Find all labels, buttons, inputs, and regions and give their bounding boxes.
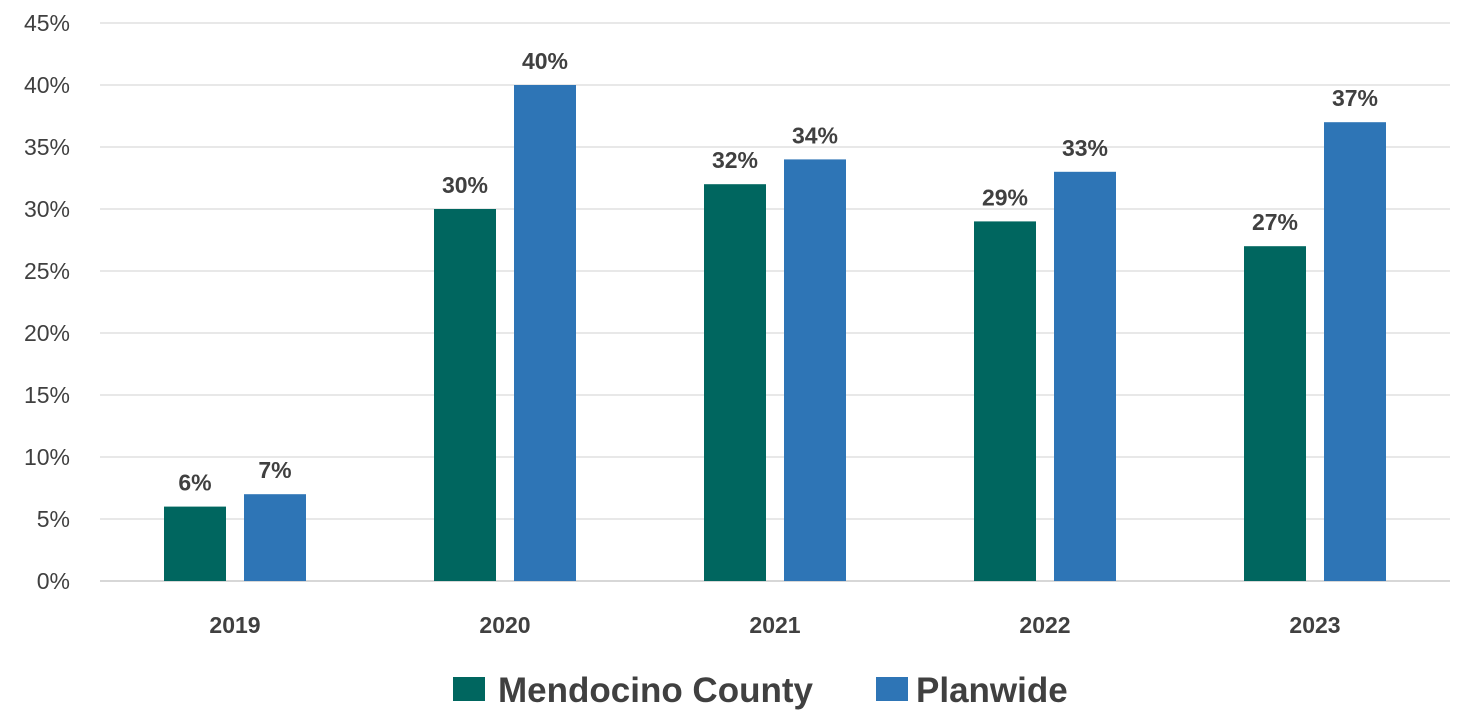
x-tick-label: 2023 bbox=[1289, 612, 1340, 638]
y-tick-label: 25% bbox=[24, 258, 70, 284]
y-tick-label: 30% bbox=[24, 196, 70, 222]
legend-label: Mendocino County bbox=[498, 671, 814, 710]
y-tick-label: 0% bbox=[37, 568, 70, 594]
data-label: 32% bbox=[712, 147, 758, 173]
bar-planwide-2020 bbox=[514, 85, 576, 581]
x-tick-label: 2022 bbox=[1019, 612, 1070, 638]
data-label: 7% bbox=[258, 457, 291, 483]
legend-swatch-mendocino-county bbox=[453, 677, 485, 701]
data-label: 6% bbox=[178, 470, 211, 496]
data-labels: 6% 7% 30% 40% 32% 34% 29% 33% 27% 37% bbox=[178, 48, 1378, 496]
x-axis-ticks: 2019 2020 2021 2022 2023 bbox=[209, 612, 1340, 638]
bar-mendocino-county-2021 bbox=[704, 184, 766, 581]
data-label: 33% bbox=[1062, 135, 1108, 161]
data-label: 37% bbox=[1332, 85, 1378, 111]
y-axis-ticks: 0% 5% 10% 15% 20% 25% 30% 35% 40% 45% bbox=[24, 10, 70, 594]
data-label: 30% bbox=[442, 172, 488, 198]
y-tick-label: 10% bbox=[24, 444, 70, 470]
x-tick-label: 2020 bbox=[479, 612, 530, 638]
bar-planwide-2019 bbox=[244, 494, 306, 581]
data-label: 34% bbox=[792, 122, 838, 148]
bar-planwide-2021 bbox=[784, 159, 846, 581]
bar-planwide-2022 bbox=[1054, 171, 1116, 582]
y-tick-label: 20% bbox=[24, 320, 70, 346]
y-tick-label: 15% bbox=[24, 382, 70, 408]
y-tick-label: 35% bbox=[24, 134, 70, 160]
y-tick-label: 45% bbox=[24, 10, 70, 36]
bars bbox=[164, 85, 1386, 582]
bar-mendocino-county-2020 bbox=[434, 209, 496, 581]
y-tick-label: 40% bbox=[24, 72, 70, 98]
legend-label: Planwide bbox=[916, 671, 1068, 710]
bar-mendocino-county-2022 bbox=[974, 221, 1036, 581]
bar-mendocino-county-2023 bbox=[1244, 246, 1306, 581]
data-label: 40% bbox=[522, 48, 568, 74]
legend-swatch-planwide bbox=[876, 677, 908, 701]
bar-planwide-2023 bbox=[1324, 122, 1386, 581]
x-tick-label: 2019 bbox=[209, 612, 260, 638]
y-tick-label: 5% bbox=[37, 506, 70, 532]
gridlines bbox=[100, 22, 1450, 582]
bar-mendocino-county-2019 bbox=[164, 506, 226, 581]
data-label: 27% bbox=[1252, 209, 1298, 235]
legend: Mendocino County Planwide bbox=[453, 671, 1068, 710]
x-tick-label: 2021 bbox=[749, 612, 800, 638]
data-label: 29% bbox=[982, 184, 1028, 210]
